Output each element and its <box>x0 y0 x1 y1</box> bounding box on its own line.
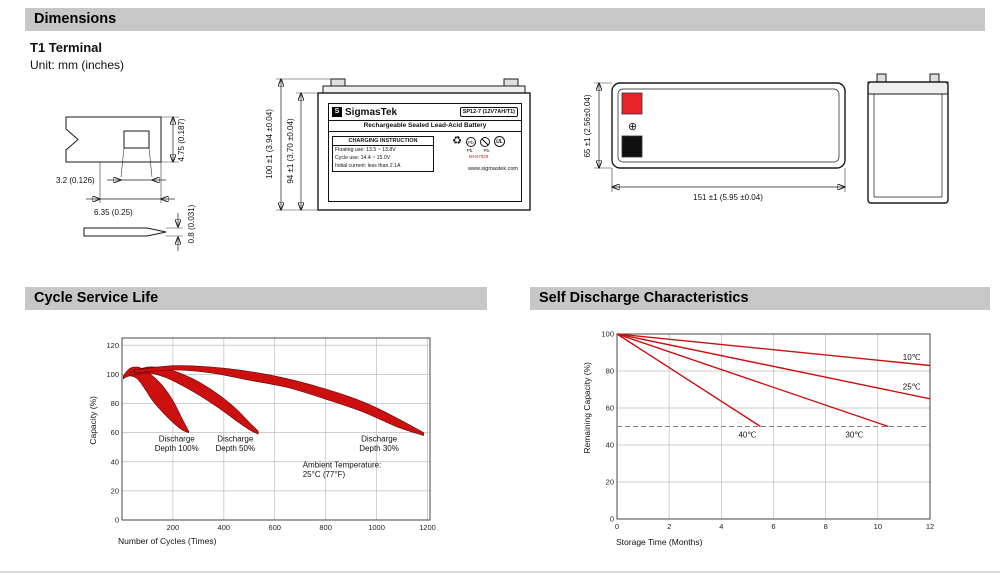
chart-annotation: 40℃ <box>738 431 756 440</box>
pb-caption-1: Pb. <box>466 148 474 153</box>
section-title-dimensions: Dimensions <box>34 11 117 27</box>
charging-line-1: Floating use: 13.5 ~ 13.8V <box>335 147 396 153</box>
svg-text:100: 100 <box>601 330 614 339</box>
band-discharge-depth-50 <box>129 366 259 435</box>
battery-top-view: ⊕ 65 ±1 (2.56±0.04) 151 ±1 (5.95 ±0.04) <box>583 82 846 202</box>
chart-annotation: Discharge Depth 100% <box>155 434 199 453</box>
svg-text:80: 80 <box>111 399 119 408</box>
charging-instruction-box: CHARGING INSTRUCTION Floating use: 13.5 … <box>332 136 434 172</box>
svg-text:4: 4 <box>719 522 723 531</box>
self-discharge-x-axis-label: Storage Time (Months) <box>616 537 703 547</box>
svg-text:80: 80 <box>606 367 614 376</box>
svg-text:20: 20 <box>606 478 614 487</box>
dim-total-height: 100 ±1 (3.94 ±0.04) <box>265 109 274 179</box>
section-title-cycle: Cycle Service Life <box>34 290 159 306</box>
certification-icons: ♻ Pb UL Pb. Pb. MH47829 www.sigmastek.co… <box>439 135 518 173</box>
svg-text:1200: 1200 <box>419 523 436 532</box>
svg-text:0: 0 <box>610 515 614 524</box>
unit-note: Unit: mm (inches) <box>30 58 125 72</box>
charging-line-3: Initial current: less than 2.1A <box>335 163 401 170</box>
chart-annotation: Discharge Depth 30% <box>359 434 399 453</box>
chart-annotation: Ambient Temperature: 25°C (77°F) <box>303 461 382 480</box>
section-header-self-discharge: Self Discharge Characteristics <box>530 287 990 310</box>
pb-crossed-icon <box>479 136 490 147</box>
svg-text:2: 2 <box>667 522 671 531</box>
chart-annotation: 10℃ <box>903 353 921 362</box>
svg-text:100: 100 <box>106 370 119 379</box>
svg-text:0: 0 <box>615 522 619 531</box>
svg-text:200: 200 <box>167 523 180 532</box>
t1-terminal-drawing: 4.75 (0.187) 3.2 (0.126) 6.35 (0.25) 0.8… <box>56 116 196 251</box>
charging-line-2: Cycle use: 14.4 ~ 15.0V <box>335 155 391 162</box>
svg-text:60: 60 <box>111 428 119 437</box>
battery-label: S SigmasTek SP12-7 (12V7AH/T1) Rechargea… <box>328 103 522 202</box>
chart-annotation: 30℃ <box>845 431 863 440</box>
chart-annotation: Discharge Depth 50% <box>215 434 255 453</box>
positive-terminal <box>621 92 643 115</box>
svg-text:60: 60 <box>606 404 614 413</box>
svg-text:120: 120 <box>106 341 119 350</box>
recycle-icon: ♻ <box>452 135 462 147</box>
svg-text:10: 10 <box>874 522 882 531</box>
dim-case-height: 94 ±1 (3.70 ±0.04) <box>286 118 295 184</box>
dim-hole-width: 3.2 (0.126) <box>56 176 95 185</box>
ul-icon: UL <box>493 136 505 147</box>
band-discharge-depth-30 <box>134 365 424 437</box>
section-title-self-discharge: Self Discharge Characteristics <box>539 290 749 306</box>
line-30C <box>616 333 889 428</box>
website: www.sigmastek.com <box>468 166 518 172</box>
svg-text:800: 800 <box>319 523 332 532</box>
terminal-type-heading: T1 Terminal <box>30 40 103 55</box>
dim-thickness: 0.8 (0.031) <box>187 204 196 243</box>
cycle-y-axis-label: Capacity (%) <box>88 396 98 445</box>
line-10C <box>616 333 931 367</box>
dim-blade-height: 4.75 (0.187) <box>177 118 186 161</box>
battery-end-view <box>867 73 949 204</box>
line-25C <box>616 333 931 400</box>
pb-caption-2: Pb. <box>483 148 491 153</box>
battery-front-view: 100 ±1 (3.94 ±0.04) 94 ±1 (3.70 ±0.04) <box>265 78 531 211</box>
product-type: Rechargeable Sealed Lead-Acid Battery <box>329 121 521 132</box>
svg-text:40: 40 <box>606 441 614 450</box>
plus-symbol: ⊕ <box>628 121 637 133</box>
self-discharge-chart: 0 2 4 6 8 10 12 0 20 40 60 80 100 10℃ 25℃ 40℃ 30℃ <box>601 330 934 532</box>
svg-text:600: 600 <box>268 523 281 532</box>
pb-icon: Pb <box>465 136 476 147</box>
svg-text:1000: 1000 <box>368 523 385 532</box>
svg-text:40: 40 <box>111 457 119 466</box>
svg-text:400: 400 <box>218 523 231 532</box>
label-header: S SigmasTek SP12-7 (12V7AH/T1) <box>329 104 521 121</box>
line-40C <box>616 333 761 428</box>
svg-text:12: 12 <box>926 522 934 531</box>
svg-text:6: 6 <box>771 522 775 531</box>
section-header-dimensions: Dimensions <box>25 8 985 31</box>
svg-text:8: 8 <box>824 522 828 531</box>
section-header-cycle-service-life: Cycle Service Life <box>25 287 487 310</box>
page-bottom-rule <box>0 571 1000 573</box>
dim-blade-width: 6.35 (0.25) <box>94 208 133 217</box>
chart-annotation: 25℃ <box>903 383 921 392</box>
svg-text:0: 0 <box>115 516 119 525</box>
self-discharge-y-axis-label: Remaining Capacity (%) <box>582 362 592 454</box>
model-number: SP12-7 (12V7AH/T1) <box>459 107 518 117</box>
brand-name: SigmasTek <box>345 106 398 118</box>
negative-terminal <box>621 135 643 158</box>
sigmastek-logo-icon: S <box>332 107 342 117</box>
ul-file-number: MH47829 <box>468 154 489 159</box>
cycle-x-axis-label: Number of Cycles (Times) <box>118 536 217 546</box>
dim-width: 65 ±1 (2.56±0.04) <box>583 94 592 157</box>
cycle-service-life-chart: 200 400 600 800 1000 1200 0 20 40 60 80 100 120 Disch… <box>106 337 436 532</box>
svg-text:20: 20 <box>111 486 119 495</box>
charging-instruction-title: CHARGING INSTRUCTION <box>333 137 433 146</box>
dim-length: 151 ±1 (5.95 ±0.04) <box>693 193 763 202</box>
